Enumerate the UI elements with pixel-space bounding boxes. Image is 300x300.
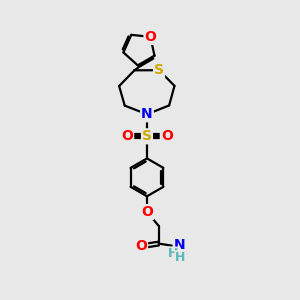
Text: O: O (161, 129, 173, 143)
Text: S: S (142, 129, 152, 143)
Text: O: O (135, 239, 147, 253)
Text: H: H (175, 251, 185, 264)
Text: S: S (154, 63, 164, 77)
Text: N: N (173, 238, 185, 252)
Text: N: N (141, 107, 153, 121)
Text: O: O (121, 129, 133, 143)
Text: O: O (141, 205, 153, 219)
Text: H: H (168, 247, 178, 260)
Text: O: O (145, 30, 156, 44)
